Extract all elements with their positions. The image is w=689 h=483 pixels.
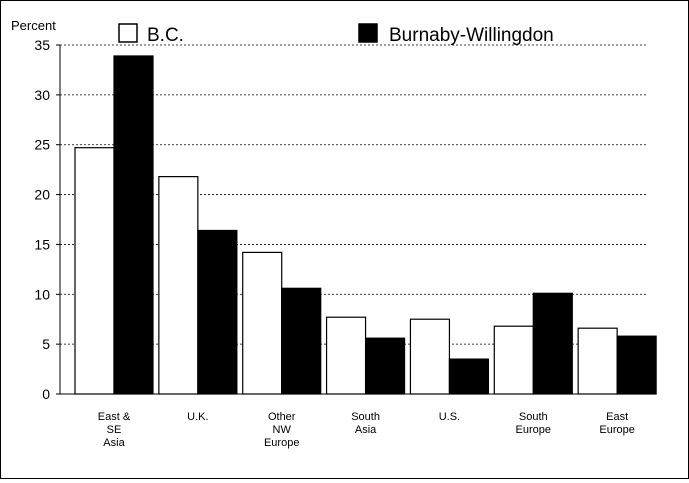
bar-bc <box>242 251 283 395</box>
category-label: East & SE Asia <box>98 411 131 449</box>
bar-burnaby-willingdon <box>448 358 490 395</box>
category-label: U.S. <box>439 411 460 423</box>
y-axis-label: Percent <box>11 18 56 33</box>
bar-burnaby-willingdon <box>364 337 406 395</box>
legend-swatch <box>118 23 138 43</box>
bar-bc <box>158 176 199 395</box>
legend-label: B.C. <box>147 25 184 46</box>
legend-swatch <box>358 23 378 43</box>
y-tick-label: 15 <box>34 236 50 252</box>
y-tick-label: 0 <box>42 386 50 402</box>
bar-bc <box>577 327 618 395</box>
bar-bc <box>325 316 367 395</box>
y-tick-label: 5 <box>42 336 50 352</box>
bar-bc <box>409 318 451 395</box>
y-tick-label: 10 <box>34 286 50 302</box>
bar-burnaby-willingdon <box>616 335 657 395</box>
bar-burnaby-willingdon <box>281 287 322 395</box>
bar-burnaby-willingdon <box>113 55 154 395</box>
y-tick-label: 30 <box>34 87 50 103</box>
category-label: South Europe <box>516 411 551 436</box>
bar-bc <box>493 325 534 395</box>
y-tick-label: 35 <box>34 37 50 53</box>
y-tick-label: 20 <box>34 187 50 203</box>
y-tick-label: 25 <box>34 137 50 153</box>
category-label: Other NW Europe <box>264 411 299 449</box>
bar-burnaby-willingdon <box>532 292 573 395</box>
category-label: South Asia <box>351 411 380 436</box>
category-label: U.K. <box>187 411 208 423</box>
legend-label: Burnaby-Willingdon <box>389 25 554 46</box>
bar-burnaby-willingdon <box>197 229 238 395</box>
category-label: East Europe <box>599 411 634 436</box>
bar-bc <box>74 147 115 395</box>
